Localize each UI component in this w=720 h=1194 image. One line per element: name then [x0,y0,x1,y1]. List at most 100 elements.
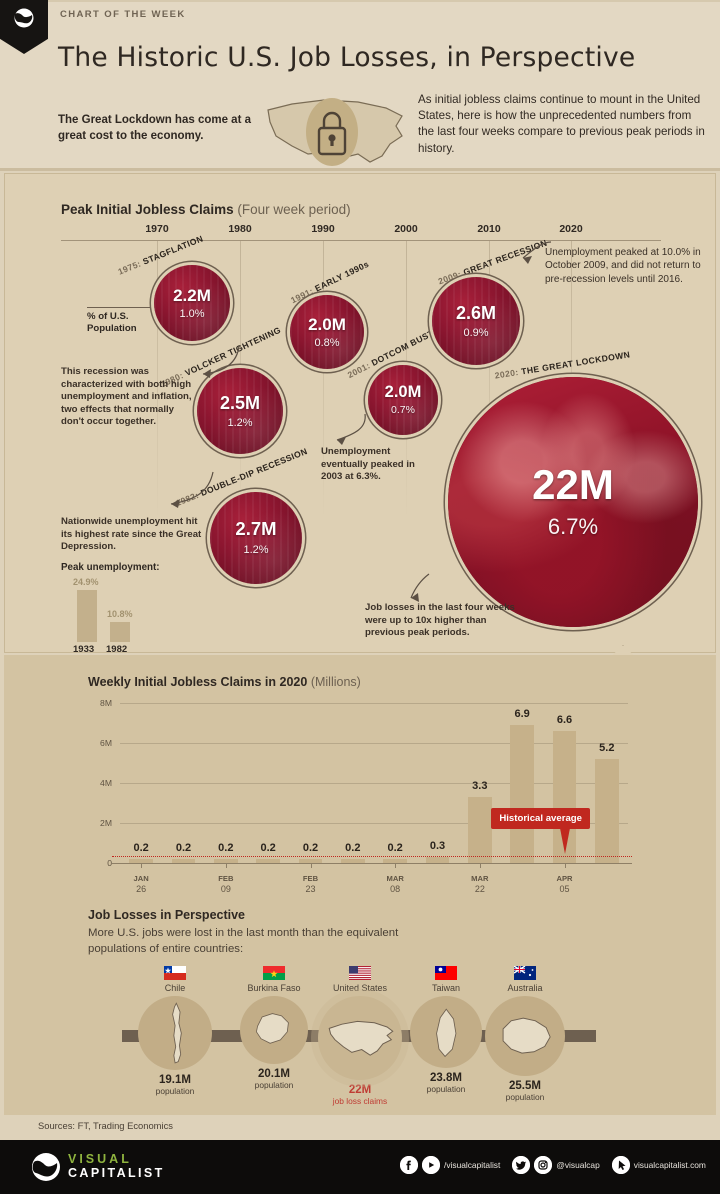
bar-value-label: 6.9 [514,708,530,720]
bubble-double-dip: 2.7M 1.2% [210,492,302,584]
country-value: 20.1M [258,1068,290,1080]
bubble-great-lockdown: 22M 6.7% [448,377,698,627]
bubble-texture [210,492,302,584]
vc-globe-icon [14,8,34,28]
x-axis-label: MAR 08 [387,873,404,895]
x-tick-month: FEB [302,874,319,883]
panel-notch [601,642,645,656]
bubble-name-early-1990s: EARLY 1990s [313,258,371,294]
header-divider [0,168,720,171]
x-tick-day: 08 [390,884,401,894]
bar-value-label: 0.2 [302,842,319,854]
website-link[interactable]: visualcapitalist.com [633,1160,706,1170]
bubble-value-double-dip: 2.7M [235,518,277,540]
gridline-8M [120,703,628,704]
flag-united-states-icon [349,966,371,980]
country-bubble [240,996,308,1064]
social-links: /visualcapitalist @visualcap visualcapit… [400,1156,718,1174]
bar-mar-15 [425,857,450,863]
chile-outline-icon [144,1002,206,1064]
bubble-texture [368,365,438,435]
pct-legend-label: % of U.S. Population [87,311,137,335]
bubble-value-lockdown: 22M [532,461,614,508]
bar-value-label: 0.3 [429,840,446,852]
country-bubble [410,996,482,1068]
country-bubble [138,996,212,1070]
bubble-year-dotcom: 2001: [345,360,372,381]
country-item-australia: Australia 25.5M population [470,965,580,1102]
bar-value-label: 0.2 [175,842,192,854]
bar-value-label: 0.2 [218,842,234,854]
country-item-united-states: United States 22M job loss claims [305,966,415,1106]
bubble-photo-texture [448,377,698,627]
intro-text: As initial jobless claims continue to mo… [418,93,705,155]
bar-feb-09 [213,859,238,863]
visual-capitalist-mark-icon [0,0,48,54]
bar-feb-23 [298,859,323,863]
country-item-chile: Chile 19.1M population [120,966,230,1096]
country-name: Burkina Faso [247,983,301,993]
x-tick-month: FEB [218,874,234,883]
x-tick [310,863,312,868]
bubble-pct-stagflation: 1.0% [179,307,205,320]
year-label-2010: 2010 [477,223,501,235]
x-axis-line [112,863,632,864]
peak-claims-panel: Peak Initial Jobless Claims (Four week p… [4,173,716,656]
australia-outline-icon [491,1002,558,1069]
x-tick-month: MAR [386,874,404,883]
bar-value-label: 6.6 [556,714,573,726]
bubble-pct-dotcom: 0.7% [391,404,415,417]
year-label-1990: 1990 [311,223,335,235]
country-value: 19.1M [159,1074,191,1086]
bar-apr-12 [594,759,619,863]
x-axis-label: APR 05 [556,873,572,895]
callout-tail [559,828,570,854]
bubble-texture [197,368,283,454]
arrow-double-dip-to-note [170,471,214,508]
arrow-lockdown-to-note [410,573,430,602]
bubble-value-stagflation: 2.2M [173,285,211,305]
note-great-recession: Unemployment peaked at 10.0% in October … [545,247,701,285]
bubble-pct-double-dip: 1.2% [243,543,269,556]
bubble-texture [154,265,230,341]
year-label-2000: 2000 [394,223,418,235]
y-tick-6M: 6M [100,738,112,748]
brand-line-2: CAPITALIST [68,1166,165,1180]
gridline-2010 [489,241,490,521]
peak-unemployment-label: Peak unemployment: [61,562,160,573]
twitter-icon[interactable] [512,1156,531,1174]
note-dotcom: Unemployment eventually peaked in 2003 a… [321,446,415,483]
kicker-label: CHART OF THE WEEK [60,9,186,20]
flag-burkina-faso-icon [263,966,285,980]
cursor-icon[interactable] [611,1156,630,1174]
peak-claims-title-note: (Four week period) [237,202,351,217]
bubble-year-stagflation: 1975: [116,258,143,277]
timeline-axis [61,240,661,241]
note-stagflation: This recession was characterized with bo… [61,366,192,428]
bar-value-label: 3.3 [472,780,488,792]
bar-jan-26 [129,859,154,863]
facebook-handle[interactable]: /visualcapitalist [444,1160,501,1170]
instagram-icon[interactable] [534,1156,553,1174]
peak-bar-year-1982: 1982 [106,644,128,655]
weekly-claims-title-note: (Millions) [310,675,361,689]
youtube-icon[interactable] [422,1156,440,1174]
y-tick-2M: 2M [100,818,112,828]
country-bubble [485,996,565,1076]
twitter-handle[interactable]: @visualcap [556,1160,600,1170]
x-axis-label: FEB 23 [303,873,318,895]
country-value-caption: job loss claims [332,1096,388,1106]
bar-mar-08 [383,859,408,863]
flag-australia-icon [513,965,536,980]
historical-average-callout: Historical average [491,808,590,829]
bubble-texture [290,295,364,369]
peak-bar-value-1933: 24.9% [73,577,99,587]
year-label-1970: 1970 [145,223,169,235]
perspective-subtitle: More U.S. jobs were lost in the last mon… [88,927,399,955]
bubble-label-lockdown: 2020: THE GREAT LOCKDOWN [494,349,631,380]
country-name: Chile [164,983,186,993]
perspective-title: Job Losses in Perspective [88,908,246,922]
header: CHART OF THE WEEK The Historic U.S. Job … [0,0,720,171]
gridline-4M [120,783,628,784]
facebook-icon[interactable] [400,1156,418,1174]
